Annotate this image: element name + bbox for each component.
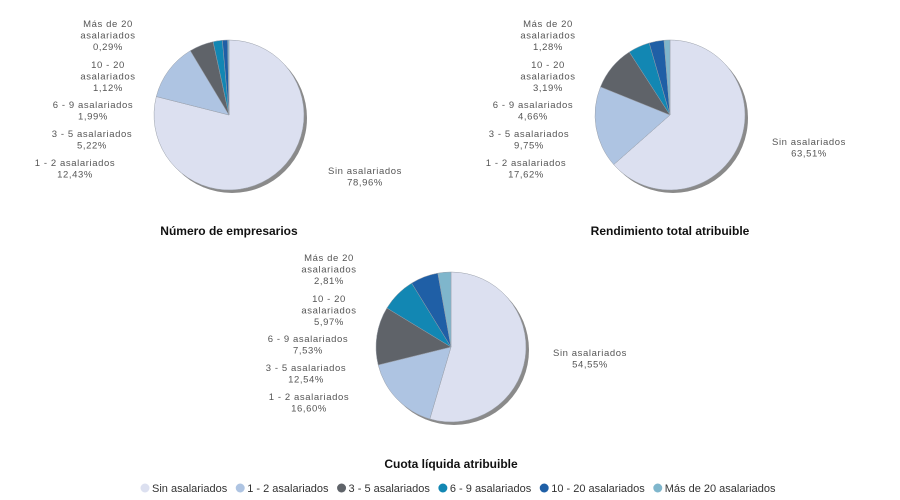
chart-title: Rendimiento total atribuible (591, 224, 750, 238)
slice-label: 6 - 9 asalariados 1,99% (53, 100, 133, 123)
chart-title: Número de empresarios (160, 224, 298, 238)
legend-item[interactable]: 10 - 20 asalariados (539, 483, 646, 495)
legend-marker (140, 483, 150, 493)
pie-slice[interactable] (594, 86, 671, 165)
pie-slice[interactable] (663, 39, 671, 116)
slice-label: 1 - 2 asalariados 16,60% (269, 392, 349, 415)
legend-item[interactable]: 3 - 5 asalariados (337, 483, 430, 495)
legend-label: Más de 20 asalariados (665, 483, 776, 495)
slice-label: Más de 20 asalariados 1,28% (520, 19, 575, 53)
chart-title: Cuota líquida atribuible (384, 457, 518, 471)
slice-label: 10 - 20 asalariados 5,97% (301, 294, 356, 328)
slice-label: 10 - 20 asalariados 3,19% (520, 60, 575, 94)
legend-label: 1 - 2 asalariados (247, 483, 329, 495)
pie-slice[interactable] (377, 346, 452, 420)
pie-slice[interactable] (437, 271, 452, 348)
legend-marker (337, 483, 347, 493)
legend-marker (539, 483, 549, 493)
slice-label: 10 - 20 asalariados 1,12% (80, 60, 135, 94)
slice-label: 1 - 2 asalariados 12,43% (35, 158, 115, 181)
legend-label: 6 - 9 asalariados (450, 483, 532, 495)
legend-label: Sin asalariados (152, 483, 228, 495)
legend-marker (235, 483, 245, 493)
slice-label: 6 - 9 asalariados 7,53% (268, 334, 348, 357)
legend-marker (438, 483, 448, 493)
pie-slice[interactable] (613, 39, 746, 191)
slice-label: Más de 20 asalariados 0,29% (80, 19, 135, 53)
slice-label: Sin asalariados 63,51% (772, 137, 846, 160)
pie-slice[interactable] (429, 271, 527, 423)
slice-label: 3 - 5 asalariados 9,75% (489, 129, 569, 152)
legend-marker (653, 483, 663, 493)
pie-slice[interactable] (375, 307, 452, 366)
slice-label: 3 - 5 asalariados 5,22% (52, 129, 132, 152)
pie-chart-2: Sin asalariados 63,51% 1 - 2 asalariados 17… (486, 19, 846, 238)
slice-label: Sin asalariados 54,55% (553, 348, 627, 371)
legend-item[interactable]: Sin asalariados (140, 483, 228, 495)
slice-label: 1 - 2 asalariados 17,62% (486, 158, 566, 181)
slice-label: 6 - 9 asalariados 4,66% (493, 100, 573, 123)
legend-item[interactable]: Más de 20 asalariados (653, 483, 776, 495)
legend: Sin asalariados 1 - 2 asalariados 3 - 5 as… (140, 483, 776, 495)
legend-item[interactable]: 1 - 2 asalariados (235, 483, 329, 495)
pie-chart-1: Sin asalariados 78,96% 1 - 2 asalariados 12… (35, 19, 402, 238)
legend-label: 10 - 20 asalariados (551, 483, 645, 495)
slice-label: Sin asalariados 78,96% (328, 166, 402, 189)
pie-slice[interactable] (227, 39, 230, 116)
legend-item[interactable]: 6 - 9 asalariados (438, 483, 532, 495)
pie-slice[interactable] (155, 50, 230, 116)
slice-label: 3 - 5 asalariados 12,54% (266, 363, 346, 386)
slice-label: Más de 20 asalariados 2,81% (301, 253, 356, 287)
pie-chart-3: Sin asalariados 54,55% 1 - 2 asalariados 16… (266, 253, 627, 471)
legend-label: 3 - 5 asalariados (349, 483, 431, 495)
